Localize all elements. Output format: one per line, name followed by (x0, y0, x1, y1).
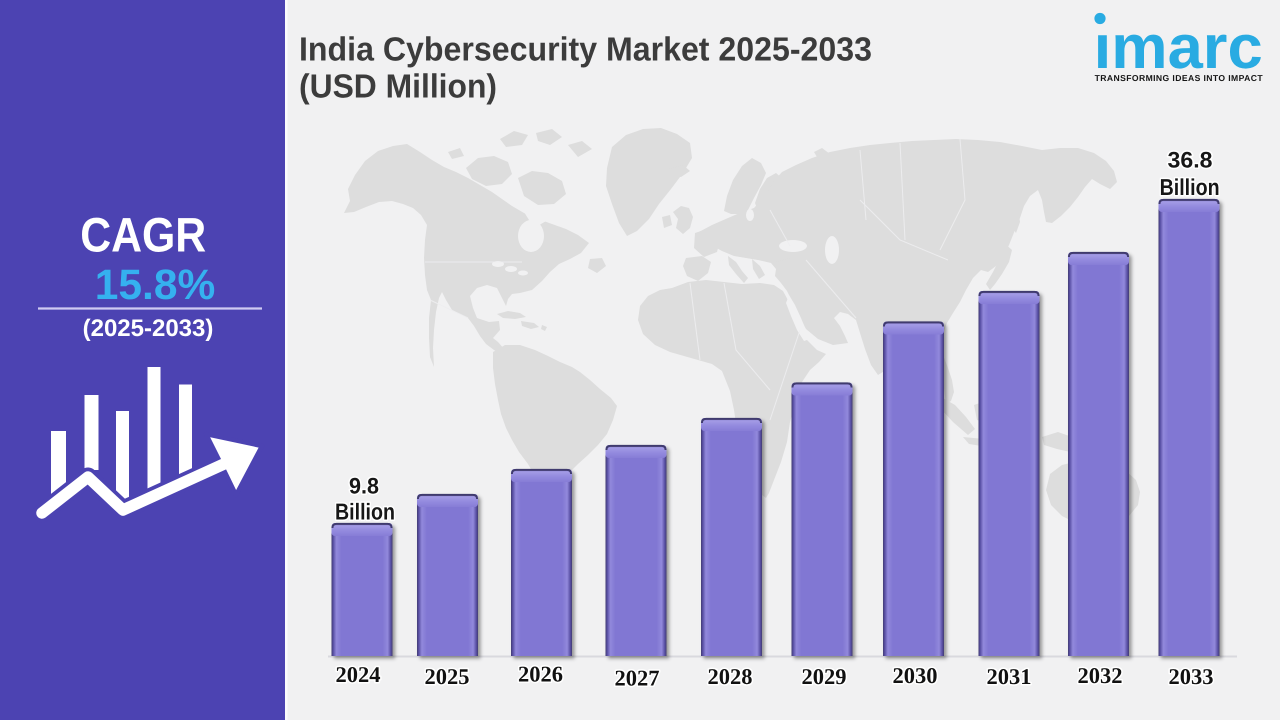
svg-text:2024: 2024 (336, 662, 381, 687)
svg-text:India Cybersecurity Market 202: India Cybersecurity Market 2025-2033 (299, 32, 872, 69)
svg-text:TRANSFORMING IDEAS INTO IMPACT: TRANSFORMING IDEAS INTO IMPACT (1095, 73, 1264, 83)
svg-text:2030: 2030 (893, 663, 938, 688)
svg-text:2025: 2025 (425, 664, 470, 689)
svg-text:2031: 2031 (987, 664, 1032, 689)
svg-text:CAGR: CAGR (80, 209, 206, 263)
svg-text:(USD Million): (USD Million) (299, 69, 497, 106)
svg-text:2032: 2032 (1078, 663, 1123, 688)
svg-text:2028: 2028 (708, 664, 753, 689)
svg-text:2029: 2029 (802, 664, 847, 689)
svg-text:2027: 2027 (615, 666, 660, 691)
svg-text:Billion: Billion (335, 499, 395, 525)
svg-text:2033: 2033 (1169, 664, 1214, 689)
svg-text:Billion: Billion (1160, 174, 1220, 200)
svg-text:36.8: 36.8 (1168, 148, 1213, 173)
svg-text:2026: 2026 (518, 662, 563, 687)
svg-text:ımarc: ımarc (1094, 13, 1263, 82)
svg-text:(2025-2033): (2025-2033) (83, 315, 214, 342)
svg-text:15.8%: 15.8% (95, 262, 216, 309)
svg-text:9.8: 9.8 (349, 473, 379, 498)
